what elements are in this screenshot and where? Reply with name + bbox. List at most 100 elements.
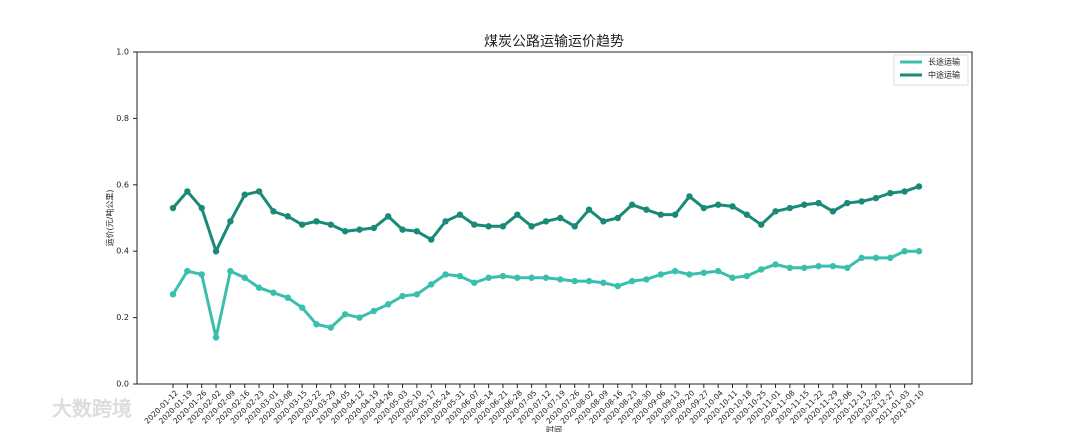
point (384, 301, 392, 308)
point (227, 218, 234, 225)
point (829, 208, 837, 215)
y-tick-label: 0.4 (116, 247, 129, 256)
point (270, 289, 277, 296)
point (915, 183, 923, 190)
point (686, 193, 693, 200)
point (456, 211, 464, 218)
point (757, 221, 765, 228)
point (887, 254, 894, 262)
y-tick-label: 0.0 (116, 380, 129, 389)
point (585, 206, 593, 213)
point (844, 264, 851, 271)
point (169, 204, 177, 212)
line-series (171, 249, 919, 338)
point (255, 188, 263, 195)
point (241, 274, 248, 281)
point (743, 272, 751, 280)
point (298, 304, 306, 311)
point (628, 201, 636, 208)
point (370, 307, 378, 315)
point (327, 324, 335, 331)
point (858, 198, 865, 205)
point (428, 236, 435, 243)
point (872, 254, 880, 262)
point (413, 228, 421, 235)
point (442, 271, 449, 278)
point (815, 262, 822, 270)
point (212, 248, 220, 255)
point (657, 211, 664, 218)
point (858, 254, 865, 262)
point (801, 201, 808, 208)
point (514, 211, 521, 218)
point (714, 267, 722, 275)
legend-box (893, 54, 969, 86)
point (901, 188, 908, 195)
point (528, 274, 535, 281)
point (600, 279, 607, 286)
legend-label: 长途运输 (928, 57, 960, 67)
point (499, 223, 507, 230)
point (356, 226, 363, 233)
point (887, 189, 894, 197)
point (370, 224, 378, 232)
point (829, 262, 837, 270)
point (313, 218, 320, 225)
point (284, 294, 291, 301)
point (657, 271, 664, 278)
point (442, 218, 449, 225)
point (528, 223, 535, 230)
point (341, 311, 349, 318)
point (901, 248, 908, 255)
point (255, 284, 263, 291)
point (198, 271, 205, 278)
legend-label: 中途运输 (928, 70, 960, 80)
x-axis-label: 时间 (546, 425, 562, 432)
y-tick-label: 1.0 (116, 48, 129, 57)
point (628, 277, 636, 285)
point (571, 223, 578, 230)
point (485, 223, 492, 230)
point (499, 272, 507, 280)
point (471, 221, 478, 228)
point (485, 274, 492, 281)
point (557, 214, 564, 222)
point (399, 292, 406, 300)
point (384, 213, 392, 220)
point (772, 208, 779, 215)
point (557, 276, 564, 283)
point (743, 211, 751, 218)
point (241, 191, 248, 198)
point (270, 208, 277, 215)
point (227, 267, 234, 275)
point (298, 221, 306, 228)
point (542, 218, 550, 225)
point (714, 201, 722, 208)
point (428, 281, 435, 288)
point (356, 314, 363, 321)
watermark: 大数跨境 (52, 397, 132, 421)
y-tick-label: 0.8 (116, 114, 129, 123)
point (786, 264, 794, 271)
point (686, 271, 693, 278)
chart-title: 煤炭公路运输运价趋势 (484, 34, 624, 50)
point (815, 199, 822, 207)
point (872, 194, 880, 202)
point (184, 267, 191, 275)
point (729, 274, 736, 281)
point (198, 204, 205, 212)
point (313, 321, 320, 328)
point (915, 248, 923, 255)
point (844, 199, 851, 207)
point (585, 277, 593, 285)
point (327, 221, 335, 228)
point (614, 282, 621, 290)
point (284, 213, 291, 220)
y-tick-label: 0.2 (116, 313, 129, 322)
point (169, 291, 177, 298)
point (413, 291, 421, 298)
point (729, 203, 736, 210)
point (399, 226, 406, 233)
point (700, 204, 708, 212)
